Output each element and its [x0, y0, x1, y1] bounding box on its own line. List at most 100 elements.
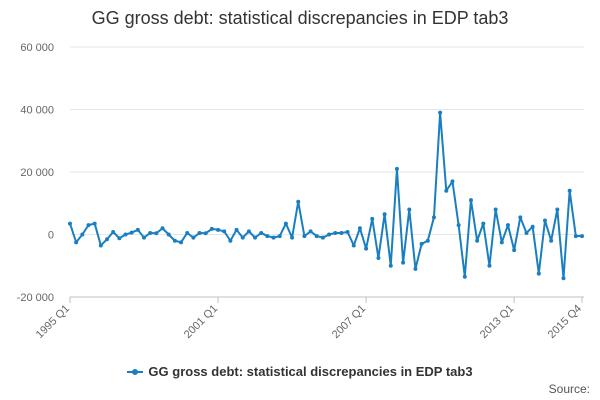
data-point — [567, 188, 572, 193]
data-point — [462, 274, 467, 279]
data-point — [456, 223, 461, 228]
data-point — [209, 226, 214, 231]
data-point — [228, 238, 233, 243]
data-point — [283, 221, 288, 226]
data-point — [505, 223, 510, 228]
data-point — [265, 234, 270, 239]
data-point — [117, 236, 122, 241]
data-point — [475, 238, 480, 243]
data-point — [105, 237, 110, 242]
x-tick-label: 2015 Q4 — [546, 303, 584, 341]
series-layer — [68, 110, 584, 281]
data-point — [481, 221, 486, 226]
data-point — [253, 235, 258, 240]
data-point — [327, 232, 332, 237]
data-point — [431, 215, 436, 220]
data-point — [376, 255, 381, 260]
data-point — [493, 207, 498, 212]
chart-title: GG gross debt: statistical discrepancies… — [91, 8, 509, 28]
data-point — [407, 207, 412, 212]
data-point — [419, 241, 424, 246]
data-point — [364, 246, 369, 251]
data-point — [98, 243, 103, 248]
data-point — [277, 234, 282, 239]
data-point — [148, 230, 153, 235]
data-point — [524, 230, 529, 235]
data-point — [401, 260, 406, 265]
y-tick-label: -20 000 — [17, 292, 54, 304]
data-point — [499, 240, 504, 245]
x-tick-label: 1995 Q1 — [34, 303, 72, 341]
data-point — [444, 188, 449, 193]
data-point — [216, 227, 221, 232]
data-point — [573, 234, 578, 239]
gridlines — [70, 46, 584, 298]
data-point — [111, 230, 116, 234]
data-point — [234, 227, 239, 232]
data-point — [271, 235, 276, 240]
data-point — [86, 223, 91, 228]
data-point — [135, 227, 140, 232]
data-point — [80, 232, 85, 237]
data-point — [450, 179, 455, 184]
data-point — [259, 230, 264, 235]
data-point — [203, 231, 208, 236]
data-point — [549, 238, 554, 243]
data-point — [580, 234, 584, 239]
data-point — [438, 110, 443, 115]
data-point — [179, 240, 184, 245]
data-point — [542, 218, 547, 223]
legend[interactable]: GG gross debt: statistical discrepancies… — [0, 364, 600, 379]
data-point — [92, 221, 97, 226]
legend-marker-icon — [127, 368, 144, 375]
x-tick-label: 2001 Q1 — [182, 303, 220, 341]
data-point — [185, 230, 190, 235]
data-point — [339, 230, 344, 235]
data-point — [388, 263, 393, 268]
data-point — [512, 248, 517, 253]
data-point — [530, 224, 535, 229]
data-point — [425, 238, 430, 243]
data-point — [123, 232, 128, 237]
data-point — [351, 243, 356, 248]
data-point — [290, 235, 295, 240]
data-point — [68, 221, 72, 226]
data-point — [240, 235, 245, 240]
data-point — [191, 235, 196, 240]
data-point — [333, 230, 338, 235]
y-tick-label: 60 000 — [20, 42, 54, 54]
data-point — [129, 230, 134, 235]
data-point — [74, 240, 79, 245]
data-point — [345, 230, 350, 234]
y-tick-label: 0 — [48, 230, 54, 242]
data-point — [166, 232, 171, 237]
data-point — [394, 166, 399, 171]
series-line — [69, 111, 582, 280]
x-tick-label: 2007 Q1 — [330, 303, 368, 341]
data-point — [555, 207, 560, 212]
legend-label: GG gross debt: statistical discrepancies… — [148, 364, 473, 379]
y-tick-label: 40 000 — [20, 105, 54, 117]
data-point — [296, 199, 301, 204]
data-point — [302, 234, 307, 239]
data-point — [320, 235, 325, 240]
data-point — [468, 198, 473, 203]
data-point — [308, 229, 313, 234]
axes: -20 000 0 20 000 40 000 60 000 1995 Q1 2001 Q1… — [17, 42, 584, 341]
data-point — [370, 216, 375, 221]
source-label: Source: — [548, 382, 590, 396]
data-point — [142, 235, 147, 240]
data-point — [487, 263, 492, 268]
data-point — [518, 215, 523, 220]
x-tick-label: 2013 Q1 — [478, 303, 516, 341]
y-tick-label: 20 000 — [20, 167, 54, 179]
data-point — [536, 271, 541, 276]
data-point — [561, 276, 566, 281]
data-point — [314, 234, 319, 239]
data-point — [197, 230, 202, 235]
data-point — [160, 226, 165, 231]
data-point — [382, 212, 387, 217]
data-point — [172, 238, 177, 243]
data-point — [154, 231, 159, 236]
